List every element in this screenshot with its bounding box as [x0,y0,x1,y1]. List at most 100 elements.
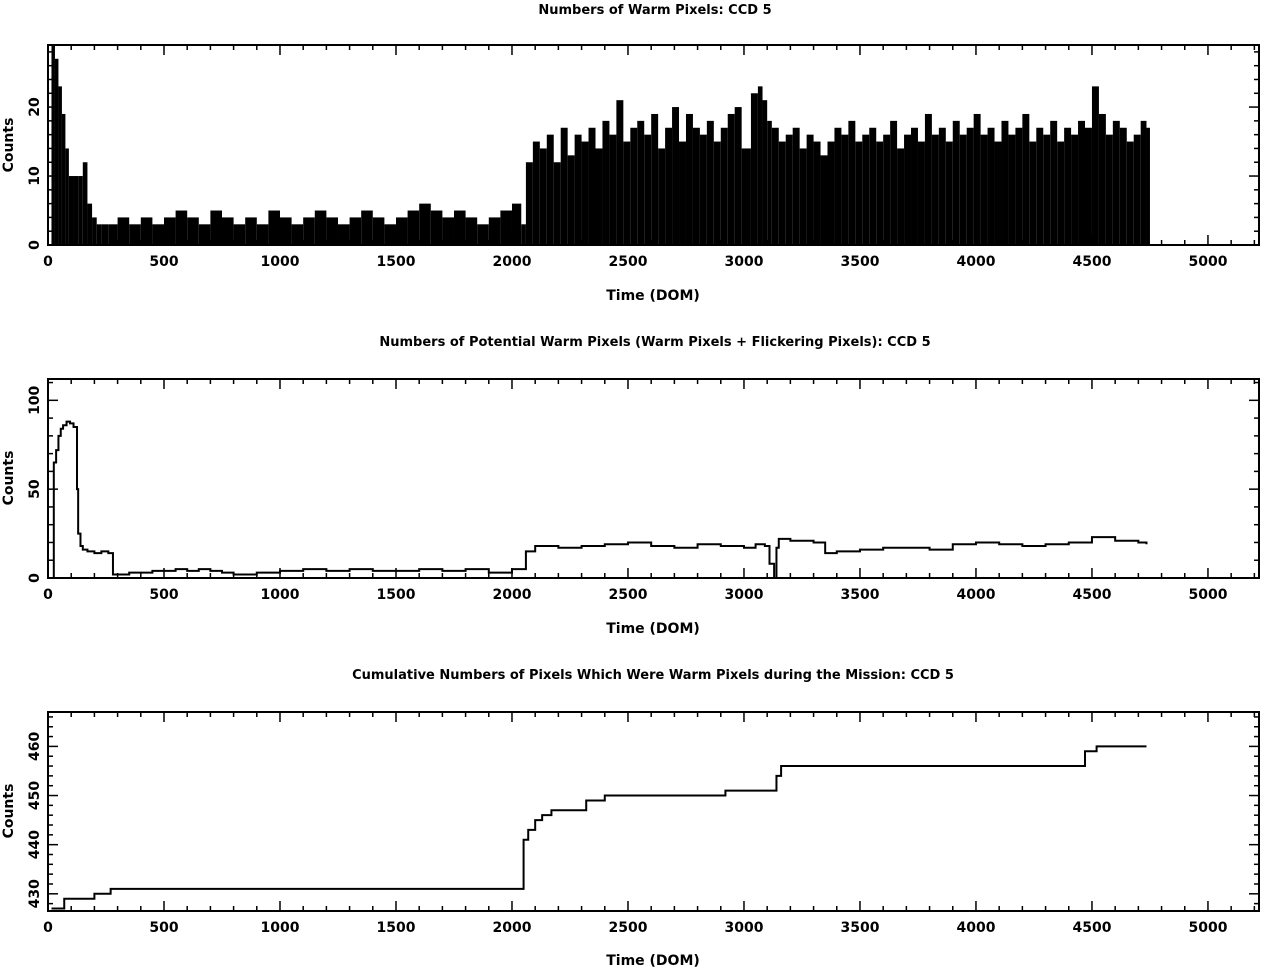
bar [778,141,786,245]
bar [820,155,828,245]
bar [574,134,582,245]
bar [465,217,478,245]
y-tick-label: 0 [27,573,43,583]
bar [187,217,199,245]
bar [938,127,946,245]
bar [720,127,728,245]
bar [256,224,269,245]
x-tick-label: 1000 [261,254,300,270]
x-tick-label: 0 [43,254,53,270]
x-tick-label: 2500 [608,254,647,270]
bar [337,224,350,245]
y-tick-label: 10 [27,166,43,186]
bar [1057,141,1065,245]
bar [623,141,631,245]
warm-pixels-panel: Numbers of Warm Pixels: CCD 5 0 500 1000 15… [1,3,1260,304]
bar [876,141,884,245]
bar [1008,134,1016,245]
y-axis-label: Counts [1,784,17,839]
bar [117,217,130,245]
bar [1133,134,1141,245]
bar [477,224,489,245]
plot-frame [47,378,1260,579]
x-tick-label: 1500 [377,254,416,270]
bar [82,162,88,245]
bar [883,134,891,245]
chart-title: Numbers of Warm Pixels: CCD 5 [538,3,771,18]
bar [361,210,373,245]
bar [750,93,758,245]
bar [897,148,905,245]
x-tick-label: 1500 [377,920,416,936]
x-axis: 0 500 1000 1500 2000 2500 3000 3500 4000 4500 5000 [43,712,1256,936]
bar [87,203,93,245]
bar [129,224,141,245]
x-tick-label: 1500 [377,587,416,603]
bar [841,134,849,245]
bar [442,217,454,245]
bar [734,107,742,245]
bar [1119,127,1127,245]
bar [890,120,898,245]
x-tick-label: 2500 [608,920,647,936]
y-axis: 0 10 20 [27,51,1259,250]
bar [637,120,645,245]
x-tick-label: 4000 [956,920,995,936]
bar [1001,120,1009,245]
cumulative-warm-pixels-panel: Cumulative Numbers of Pixels Which Were … [1,668,1260,969]
bar [1022,113,1030,245]
bar [1078,120,1086,245]
bar [581,141,589,245]
bar [806,134,814,245]
series-line [51,420,1148,579]
bar [924,113,932,245]
bar [372,217,385,245]
bar [1140,120,1147,245]
bar [994,141,1002,245]
y-tick-label: 0 [27,240,43,250]
bar [73,176,79,245]
x-tick-label: 4000 [956,254,995,270]
bar [108,224,118,245]
x-tick-label: 2500 [608,587,647,603]
x-tick-label: 4500 [1072,920,1111,936]
y-axis-label: Counts [1,118,17,173]
bar [630,127,638,245]
y-tick-label: 460 [27,732,43,761]
bar [92,217,97,245]
bar [291,224,304,245]
bar [980,134,988,245]
x-axis-label: Time (DOM) [606,953,700,969]
bar [1071,134,1079,245]
x-tick-label: 500 [149,587,178,603]
bar [827,141,835,245]
bar [140,217,153,245]
bar [101,224,109,245]
bar [61,113,66,245]
x-tick-label: 3000 [724,920,763,936]
y-axis: 0 50 100 [27,381,1259,583]
bar [511,203,522,245]
bar [65,148,69,245]
bar [672,107,680,245]
bar [51,45,55,245]
bar [917,141,925,245]
bar [595,148,603,245]
bar [488,217,501,245]
bar [799,148,807,245]
bar [966,127,974,245]
y-tick-label: 50 [27,479,43,499]
bar [1112,120,1120,245]
x-axis: 0 500 1000 1500 2000 2500 3000 3500 4000 4500 5000 [43,379,1256,603]
bar [384,224,396,245]
plot-frame [47,711,1260,912]
x-tick-label: 3000 [724,254,763,270]
bar [1029,141,1037,245]
bar [679,141,686,245]
y-axis: 430 440 450 460 [27,716,1259,908]
bar [96,224,102,245]
bar [453,210,466,245]
bar [727,113,735,245]
bar [152,224,164,245]
